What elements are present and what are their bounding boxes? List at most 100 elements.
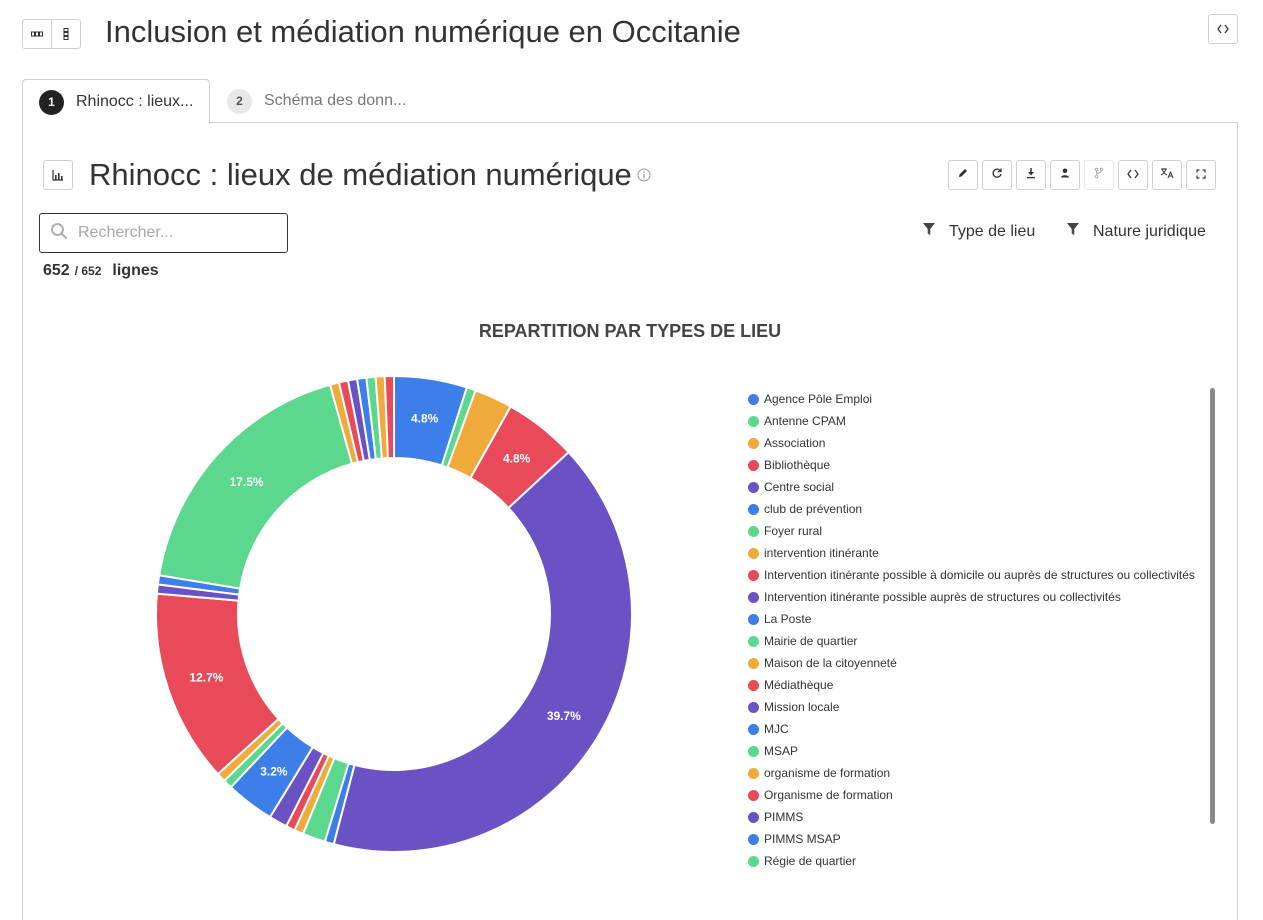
legend-item[interactable]: Maison de la citoyenneté	[748, 652, 1218, 674]
tab-number: 1	[39, 89, 64, 115]
edit-button[interactable]	[948, 160, 978, 190]
pie-slice[interactable]	[332, 450, 633, 853]
count-total: / 652	[74, 264, 102, 278]
pie-slice[interactable]	[383, 374, 395, 460]
tab-label: Rhinocc : lieux...	[76, 93, 194, 110]
legend-item[interactable]: Mairie de quartier	[748, 630, 1218, 652]
bar-chart-icon	[52, 169, 64, 181]
legend-swatch	[748, 591, 759, 603]
legend-label: La Poste	[764, 612, 812, 626]
legend-label: Intervention itinérante possible à domic…	[764, 568, 1195, 582]
legend-swatch	[748, 657, 759, 669]
tab-number: 2	[227, 88, 252, 114]
slice-label: 17.5%	[230, 475, 264, 489]
slice-label: 4.8%	[411, 411, 439, 425]
filter-icon	[923, 223, 935, 241]
info-icon[interactable]	[637, 168, 651, 187]
translate-icon	[1160, 166, 1174, 184]
filter-nature-juridique[interactable]: Nature juridique	[1067, 223, 1206, 241]
legend-swatch	[748, 503, 759, 515]
pencil-icon	[957, 166, 969, 184]
slice-label: 39.7%	[547, 709, 581, 723]
search-input[interactable]	[78, 224, 278, 242]
legend-label: organisme de formation	[764, 766, 891, 780]
download-button[interactable]	[1016, 160, 1046, 190]
legend-item[interactable]: Association	[748, 432, 1218, 454]
legend-label: Centre social	[764, 480, 835, 494]
legend-item[interactable]: Intervention itinérante possible à domic…	[748, 564, 1218, 586]
legend-item[interactable]: club de prévention	[748, 498, 1218, 520]
legend-label: PIMMS	[764, 810, 804, 824]
legend-swatch	[748, 459, 759, 471]
legend-swatch	[748, 569, 759, 581]
legend-item[interactable]: Organisme de formation	[748, 784, 1218, 806]
fullscreen-icon	[1196, 166, 1206, 184]
legend-scrollbar[interactable]	[1210, 388, 1215, 824]
count-shown: 652	[43, 262, 70, 279]
embed-code-button[interactable]	[1208, 14, 1238, 44]
legend-swatch	[748, 701, 759, 713]
legend-item[interactable]: Régie de quartier	[748, 850, 1218, 868]
tab-label: Schéma des donn...	[264, 92, 407, 109]
legend-swatch	[748, 635, 759, 647]
legend-label: Antenne CPAM	[764, 414, 846, 428]
filter-label: Nature juridique	[1093, 223, 1206, 240]
filter-label: Type de lieu	[949, 223, 1036, 240]
legend-item[interactable]: Antenne CPAM	[748, 410, 1218, 432]
code-icon	[1217, 24, 1229, 34]
legend-swatch	[748, 855, 759, 867]
user-icon	[1059, 166, 1071, 184]
legend-label: Foyer rural	[764, 524, 823, 538]
legend-label: Association	[764, 436, 826, 450]
refresh-button[interactable]	[982, 160, 1012, 190]
search-icon	[50, 222, 68, 245]
legend-item[interactable]: MJC	[748, 718, 1218, 740]
refresh-icon	[991, 166, 1003, 184]
legend-label: PIMMS MSAP	[764, 832, 841, 846]
legend-swatch	[748, 525, 759, 537]
legend-item[interactable]: Médiathèque	[748, 674, 1218, 696]
legend-item[interactable]: Bibliothèque	[748, 454, 1218, 476]
legend-item[interactable]: Foyer rural	[748, 520, 1218, 542]
legend-label: Agence Pôle Emploi	[764, 392, 873, 406]
tab-bar: 1 Rhinocc : lieux... 2 Schéma des donn..…	[22, 79, 1238, 124]
legend-item[interactable]: Intervention itinérante possible auprès …	[748, 586, 1218, 608]
legend-label: Bibliothèque	[764, 458, 831, 472]
legend-item[interactable]: PIMMS MSAP	[748, 828, 1218, 850]
legend-item[interactable]: PIMMS	[748, 806, 1218, 828]
filter-type-de-lieu[interactable]: Type de lieu	[923, 223, 1035, 241]
vertical-layout-icon[interactable]	[51, 20, 80, 48]
translate-button[interactable]	[1152, 160, 1182, 190]
legend-item[interactable]: organisme de formation	[748, 762, 1218, 784]
slice-label: 4.8%	[503, 452, 531, 466]
legend-item[interactable]: Agence Pôle Emploi	[748, 388, 1218, 410]
embed-button[interactable]	[1118, 160, 1148, 190]
legend-swatch	[748, 613, 759, 625]
legend-item[interactable]: Centre social	[748, 476, 1218, 498]
legend-label: Régie de quartier	[764, 854, 857, 868]
horizontal-layout-icon[interactable]	[23, 20, 51, 48]
legend-item[interactable]: intervention itinérante	[748, 542, 1218, 564]
legend-label: intervention itinérante	[764, 546, 879, 560]
tab-schema[interactable]: 2 Schéma des donn...	[227, 79, 406, 123]
user-button[interactable]	[1050, 160, 1080, 190]
tab-rhinocc[interactable]: 1 Rhinocc : lieux...	[22, 79, 210, 124]
legend-label: MSAP	[764, 744, 799, 758]
download-icon	[1025, 166, 1037, 184]
chart-view-button[interactable]	[43, 160, 73, 190]
legend-swatch	[748, 811, 759, 823]
fullscreen-button[interactable]	[1186, 160, 1216, 190]
count-unit: lignes	[112, 262, 159, 279]
slice-label: 12.7%	[189, 670, 223, 684]
search-box	[39, 213, 288, 253]
row-count: 652 / 652 lignes	[43, 262, 159, 280]
fork-button[interactable]	[1084, 160, 1114, 190]
legend-swatch	[748, 767, 759, 779]
slice-label: 3.2%	[260, 764, 288, 778]
legend-item[interactable]: MSAP	[748, 740, 1218, 762]
legend-swatch	[748, 481, 759, 493]
legend-item[interactable]: Mission locale	[748, 696, 1218, 718]
legend-item[interactable]: La Poste	[748, 608, 1218, 630]
legend-label: Médiathèque	[764, 678, 834, 692]
code-icon	[1127, 166, 1139, 184]
